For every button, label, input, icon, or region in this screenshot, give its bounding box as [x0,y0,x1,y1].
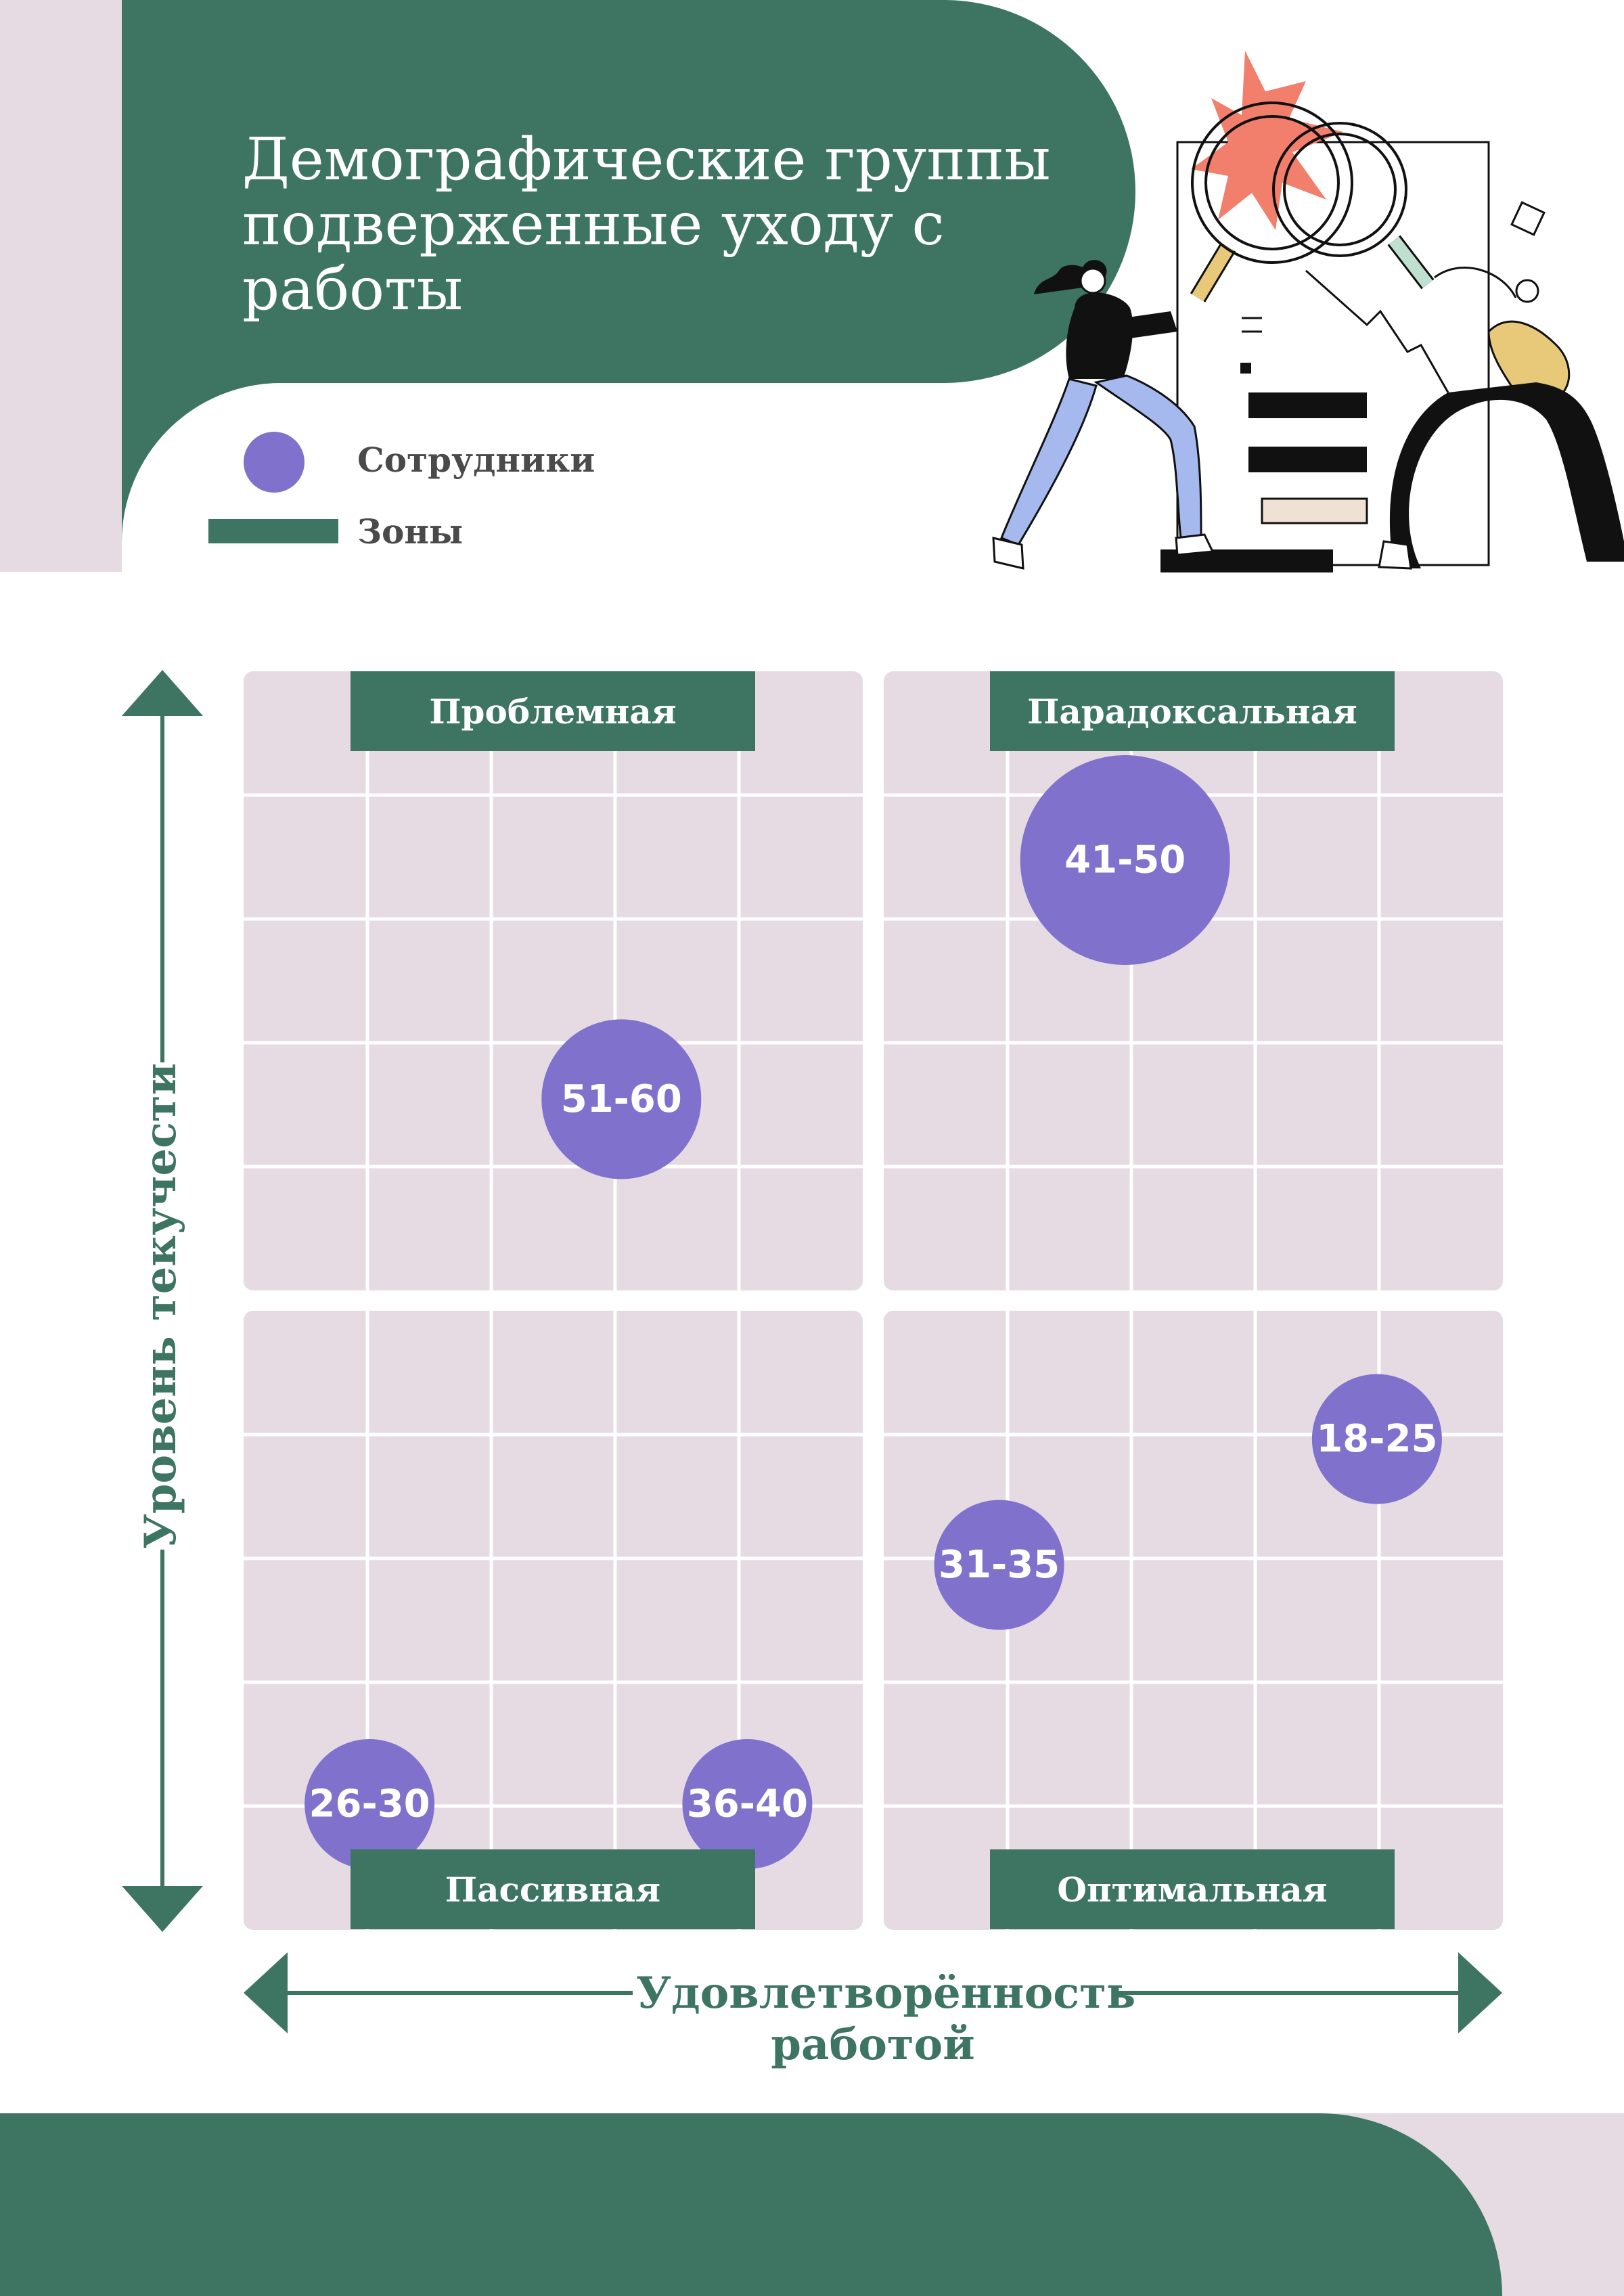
y-axis-arrow-down-icon [122,1886,203,1932]
quadrant-top-right [884,671,1503,1290]
bubble-label: 41-50 [1064,838,1186,882]
header-green-panel [122,0,1135,572]
zone-problematic-badge: Проблемная [351,671,755,751]
x-axis-label-line-1: Удовлетворённость [636,1968,1136,2019]
magnifier-illustration [992,51,1624,572]
bubble-label: 51-60 [561,1077,682,1121]
footer-green-panel [0,2113,1502,2296]
quadrant-backgrounds [244,671,1503,1930]
x-axis-label: Удовлетворённость работой [636,1968,1136,2071]
y-axis-label: Уровень текучести [135,1062,186,1550]
x-axis-arrow [244,1952,1502,2033]
bubble-18-25: 18-25 [1311,1374,1442,1504]
x-axis-label-line-2: работой [771,2019,975,2070]
person-right-icon [1378,267,1624,570]
zone-optimal-badge: Оптимальная [990,1849,1395,1929]
bubbles: 41-50 51-60 18-25 31-35 26-30 36-40 [304,755,1442,1869]
diamond-icon [1510,201,1546,236]
zone-paradoxical-badge: Парадоксальная [990,671,1395,751]
y-axis-arrow-up-icon [122,670,203,716]
bubble-circle [1020,755,1230,965]
legend-zones-label: Зоны [357,512,464,552]
quadrant-top-left [244,671,863,1290]
magnifier-left-icon [1190,102,1353,302]
bubble-41-50: 41-50 [1020,755,1230,965]
employee-dot-icon [244,432,304,493]
title-line-1: Демографические группы [242,126,1051,194]
x-axis-arrow-right-icon [1458,1952,1502,2033]
bubble-circle [1311,1374,1442,1504]
legend: Сотрудники Зоны [203,426,677,562]
zone-bar-icon [208,519,338,543]
title-line-2: подверженные уходу с [242,191,945,258]
title-line-3: работы [242,256,463,323]
bubble-circle [682,1739,813,1869]
person-left-icon [992,260,1215,570]
bubble-26-30: 26-30 [304,1739,435,1869]
left-mauve-strip [0,0,122,572]
bubble-label: 26-30 [309,1782,430,1826]
y-axis-arrow [122,670,203,1932]
bubble-circle [934,1500,1064,1630]
bubble-circle [304,1739,435,1869]
bubble-label: 31-35 [939,1543,1060,1587]
bubble-label: 36-40 [687,1782,808,1826]
burst-icon [1191,51,1343,230]
x-axis-arrow-left-icon [244,1952,288,2033]
bubble-31-35: 31-35 [934,1500,1064,1630]
magnifier-right-icon [1272,122,1435,290]
legend-employees-label: Сотрудники [357,440,595,480]
zone-passive-badge: Пассивная [351,1849,755,1929]
bubble-36-40: 36-40 [682,1739,813,1869]
bubble-circle [541,1019,702,1179]
document-icon [1160,141,1490,572]
bubble-51-60: 51-60 [541,1019,702,1179]
page-title: Демографические группы подверженные уход… [242,127,1054,322]
bubble-label: 18-25 [1316,1417,1437,1461]
legend-swatches [208,432,338,543]
